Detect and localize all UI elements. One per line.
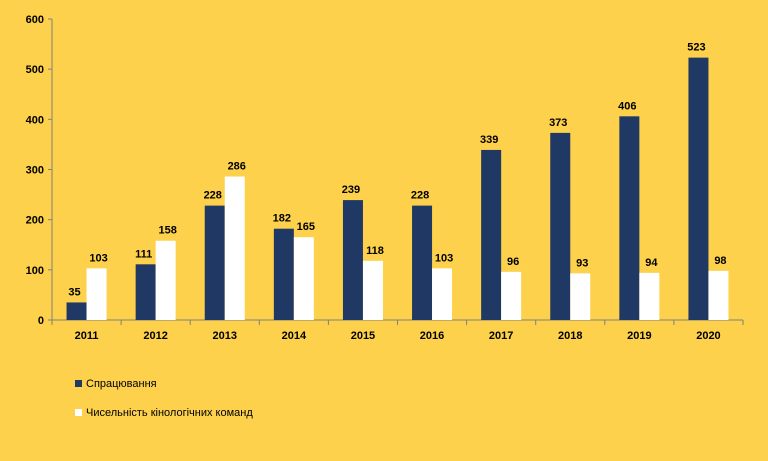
bar-kinological-teams bbox=[362, 260, 383, 320]
data-label: 406 bbox=[618, 100, 636, 112]
data-label: 373 bbox=[549, 117, 567, 129]
bar-kinological-teams bbox=[293, 237, 314, 320]
x-tick-label: 2012 bbox=[143, 330, 167, 342]
data-label: 93 bbox=[576, 257, 588, 269]
x-tick-label: 2020 bbox=[696, 330, 720, 342]
y-tick-label: 0 bbox=[38, 315, 44, 327]
data-label: 523 bbox=[687, 42, 705, 54]
legend-label: Спрацювання bbox=[86, 378, 157, 390]
bars bbox=[66, 57, 729, 321]
bar-kinological-teams bbox=[639, 272, 660, 320]
data-label: 94 bbox=[645, 257, 658, 269]
y-tick-label: 100 bbox=[26, 265, 44, 277]
bar-spratsiuvannia bbox=[204, 205, 225, 320]
data-label: 239 bbox=[342, 184, 360, 196]
x-tick-label: 2016 bbox=[420, 330, 444, 342]
legend-swatch bbox=[75, 409, 82, 416]
y-tick-label: 600 bbox=[26, 14, 44, 26]
data-label: 96 bbox=[507, 256, 519, 268]
x-tick-label: 2011 bbox=[75, 330, 99, 342]
bar-kinological-teams bbox=[432, 268, 453, 320]
bar-kinological-teams bbox=[155, 240, 176, 320]
x-tick-label: 2013 bbox=[213, 330, 237, 342]
data-label: 286 bbox=[228, 161, 246, 173]
bar-spratsiuvannia bbox=[412, 205, 433, 320]
bar-kinological-teams bbox=[501, 271, 522, 320]
data-label: 98 bbox=[714, 255, 726, 267]
data-labels: 35 111 228 182 239 228 339 373 406 523 103 158 286 16… bbox=[68, 42, 726, 299]
data-label: 118 bbox=[366, 245, 384, 257]
x-tick-label: 2019 bbox=[627, 330, 651, 342]
y-tick-label: 300 bbox=[26, 165, 44, 177]
data-label: 182 bbox=[273, 213, 291, 225]
y-axis: 0 100 200 300 400 500 600 bbox=[26, 14, 53, 327]
bar-spratsiuvannia bbox=[481, 149, 502, 320]
data-label: 228 bbox=[204, 190, 222, 202]
data-label: 35 bbox=[68, 286, 80, 298]
data-label: 228 bbox=[411, 190, 429, 202]
legend-label: Чисельність кінологічних команд bbox=[86, 407, 253, 419]
data-label: 158 bbox=[158, 225, 176, 237]
bar-spratsiuvannia bbox=[342, 200, 363, 320]
data-label: 103 bbox=[435, 252, 453, 264]
data-label: 339 bbox=[480, 134, 498, 146]
data-label: 111 bbox=[135, 248, 152, 260]
y-tick-label: 400 bbox=[26, 114, 44, 126]
legend-swatch bbox=[75, 380, 82, 387]
bar-spratsiuvannia bbox=[66, 302, 87, 320]
bar-kinological-teams bbox=[708, 270, 729, 320]
x-tick-label: 2017 bbox=[489, 330, 513, 342]
bar-kinological-teams bbox=[224, 176, 245, 320]
x-axis: 2011 2012 2013 2014 2015 2016 2017 2018 2019 2020 bbox=[51, 319, 744, 342]
legend: Спрацювання Чисельність кінологічних кома… bbox=[75, 378, 253, 419]
data-label: 165 bbox=[297, 221, 315, 233]
bar-spratsiuvannia bbox=[273, 228, 294, 320]
bar-kinological-teams bbox=[570, 273, 591, 320]
y-tick-label: 500 bbox=[26, 64, 44, 76]
bar-kinological-teams bbox=[86, 268, 107, 320]
bar-spratsiuvannia bbox=[619, 116, 640, 320]
bar-spratsiuvannia bbox=[135, 264, 156, 320]
x-tick-label: 2014 bbox=[282, 330, 307, 342]
y-tick-label: 200 bbox=[26, 215, 44, 227]
data-label: 103 bbox=[89, 252, 107, 264]
bar-spratsiuvannia bbox=[550, 132, 571, 320]
x-tick-label: 2018 bbox=[558, 330, 582, 342]
bar-spratsiuvannia bbox=[688, 57, 709, 321]
x-tick-label: 2015 bbox=[351, 330, 375, 342]
